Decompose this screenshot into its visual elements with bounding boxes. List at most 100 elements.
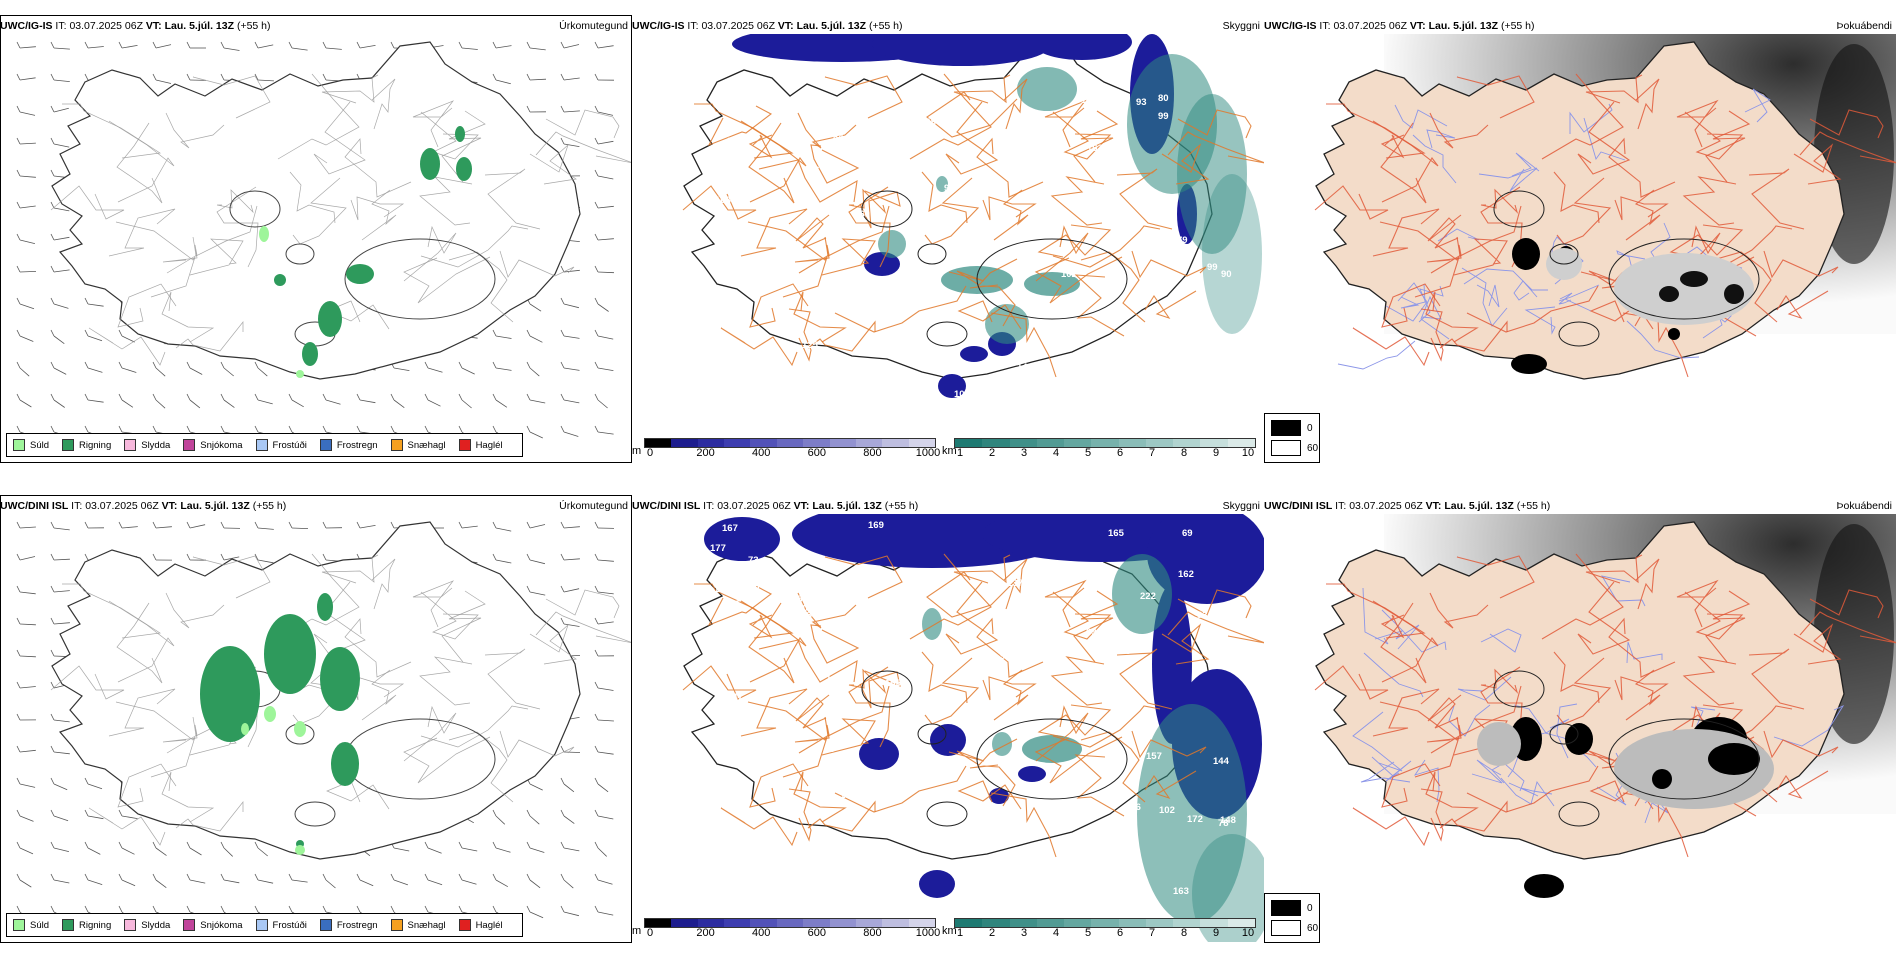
data-area: [200, 646, 260, 742]
visibility-value-label: 78: [1218, 818, 1229, 829]
panel-header: UWC/DINI ISL IT: 03.07.2025 06Z VT: Lau.…: [1264, 498, 1896, 514]
wind-barb: [496, 816, 505, 824]
wind-barb: [496, 336, 512, 339]
data-area: [1477, 722, 1521, 766]
wind-barb: [530, 336, 542, 342]
wind-barb: [391, 906, 394, 912]
colorbar-segment: [982, 919, 1009, 927]
wind-barb: [598, 432, 614, 434]
wind-barb: [17, 330, 20, 336]
visibility-value-label: 91: [727, 136, 738, 147]
colorbar-tick-label: 800: [863, 927, 881, 939]
legend-label: Frostregn: [337, 440, 378, 451]
wind-barb: [119, 394, 122, 400]
legend-swatch: [459, 919, 471, 931]
wind-barb: [561, 362, 564, 368]
wind-barb: [221, 842, 224, 848]
wind-barb: [156, 880, 166, 888]
legend-label: Rigning: [79, 920, 111, 931]
wind-barb: [598, 304, 609, 312]
colorbar-segment: [1010, 439, 1037, 447]
it-value: 03.07.2025 06Z: [85, 500, 159, 512]
visibility-value-label: 162: [1087, 143, 1103, 154]
legend-swatch: [256, 919, 268, 931]
wind-barb: [595, 682, 598, 688]
model-name: UWC/IG-IS: [1264, 20, 1317, 32]
wind-barb: [85, 426, 88, 432]
wind-barb: [527, 74, 530, 80]
legend-swatch: [183, 919, 195, 931]
wind-barb: [17, 394, 20, 400]
wind-barb: [20, 687, 36, 689]
wind-barb: [85, 522, 88, 528]
wind-barb: [17, 106, 20, 112]
wind-barb: [187, 42, 190, 48]
colorbar-tick-label: 400: [752, 447, 770, 459]
colorbar-tick-label: 0: [647, 927, 653, 939]
wind-barb: [51, 842, 54, 848]
wind-barb: [88, 848, 100, 854]
wind-barb: [221, 362, 224, 368]
wind-barb: [54, 108, 69, 112]
road-line: [546, 590, 619, 618]
legend-swatch: [320, 919, 332, 931]
field-name: Úrkomutegund: [559, 18, 628, 34]
colorbar-tick-label: 600: [808, 927, 826, 939]
visibility-value-label: 119: [939, 810, 954, 821]
wind-barb: [598, 848, 607, 856]
model-name: UWC/DINI ISL: [0, 500, 68, 512]
wind-barb: [122, 848, 135, 854]
colorbar-tick-label: 4: [1053, 447, 1059, 459]
wind-barb: [190, 368, 202, 375]
it-label: IT:: [687, 20, 698, 32]
wind-barb: [391, 874, 394, 880]
model-name: UWC/DINI ISL: [632, 500, 700, 512]
legend-item: Slydda: [124, 919, 170, 931]
wind-barb: [530, 880, 540, 888]
wind-barb: [530, 784, 543, 790]
vt-label: VT:: [794, 500, 810, 512]
legend-swatch: [183, 439, 195, 451]
wind-barb: [527, 586, 530, 592]
colorbar-segment: [830, 919, 856, 927]
wind-barb: [88, 368, 102, 372]
wind-barb: [258, 45, 273, 48]
wind-barb: [221, 394, 224, 400]
vt-value: Lau. 5.júl. 13Z: [812, 500, 881, 512]
it-value: 03.07.2025 06Z: [1333, 20, 1407, 32]
legend-item: Slydda: [124, 439, 170, 451]
wind-barb: [561, 522, 564, 528]
wind-barb: [221, 554, 224, 560]
wind-barb: [360, 880, 373, 886]
wind-barb: [598, 336, 613, 339]
wind-barb: [88, 336, 102, 341]
wind-barb: [54, 752, 70, 754]
colorbar-segment: [1200, 439, 1227, 447]
wind-barb: [51, 618, 54, 624]
wind-barb: [20, 750, 36, 752]
visibility-value-label: 11: [1081, 95, 1092, 106]
data-area: [259, 226, 269, 242]
wind-barb: [530, 48, 546, 50]
panel-row2-fog-indicator: UWC/DINI ISL IT: 03.07.2025 06Z VT: Lau.…: [1264, 480, 1896, 955]
wind-barb: [224, 400, 234, 408]
wind-barb: [459, 362, 462, 368]
wind-barb: [564, 752, 580, 753]
data-area: [960, 346, 988, 362]
wind-barb: [156, 45, 171, 48]
wind-barb: [394, 368, 409, 371]
wind-barb: [496, 46, 512, 48]
model-name: UWC/DINI ISL: [1264, 500, 1332, 512]
wind-barb: [88, 47, 104, 49]
wind-barb: [17, 42, 20, 48]
wind-barb: [54, 559, 70, 560]
wind-barb: [561, 426, 564, 432]
wind-barb: [425, 906, 428, 912]
wind-barb: [20, 271, 36, 272]
wind-barb: [51, 714, 54, 720]
wind-barb: [459, 906, 462, 912]
